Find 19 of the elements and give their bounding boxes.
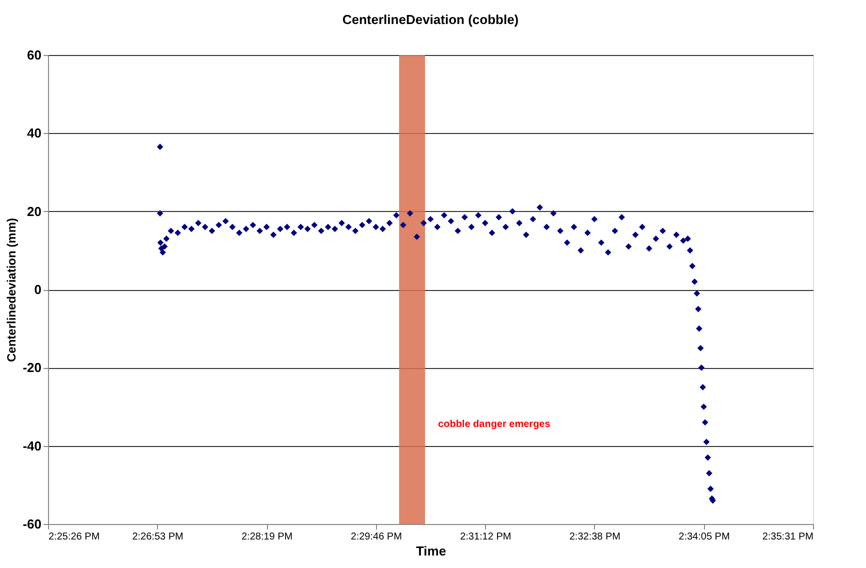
y-axis-title: Centerlinedeviation (mm) xyxy=(4,218,19,362)
annotation: cobble danger emerges xyxy=(438,419,551,430)
x-tick-label: 2:25:26 PM xyxy=(48,532,100,542)
y-tick-label: -60 xyxy=(22,516,42,532)
x-axis-title: Time xyxy=(416,544,446,558)
y-tick-label: -40 xyxy=(22,438,42,454)
y-tick-label: 20 xyxy=(27,204,42,219)
x-tick-label: 2:29:46 PM xyxy=(350,532,402,542)
y-tick-label: 60 xyxy=(27,48,42,62)
x-tick-label: 2:31:12 PM xyxy=(460,532,512,542)
chart-title: CenterlineDeviation (cobble) xyxy=(342,12,519,27)
x-tick-label: 2:32:38 PM xyxy=(569,532,621,542)
y-tick-label: 40 xyxy=(27,126,42,141)
x-tick-label: 2:35:31 PM xyxy=(762,532,814,542)
y-tick-label: 0 xyxy=(34,282,42,297)
x-tick-label: 2:26:53 PM xyxy=(132,532,184,542)
x-tick-label: 2:34:05 PM xyxy=(678,532,730,542)
y-tick-label: -20 xyxy=(22,360,42,376)
x-tick-label: 2:28:19 PM xyxy=(241,532,293,542)
